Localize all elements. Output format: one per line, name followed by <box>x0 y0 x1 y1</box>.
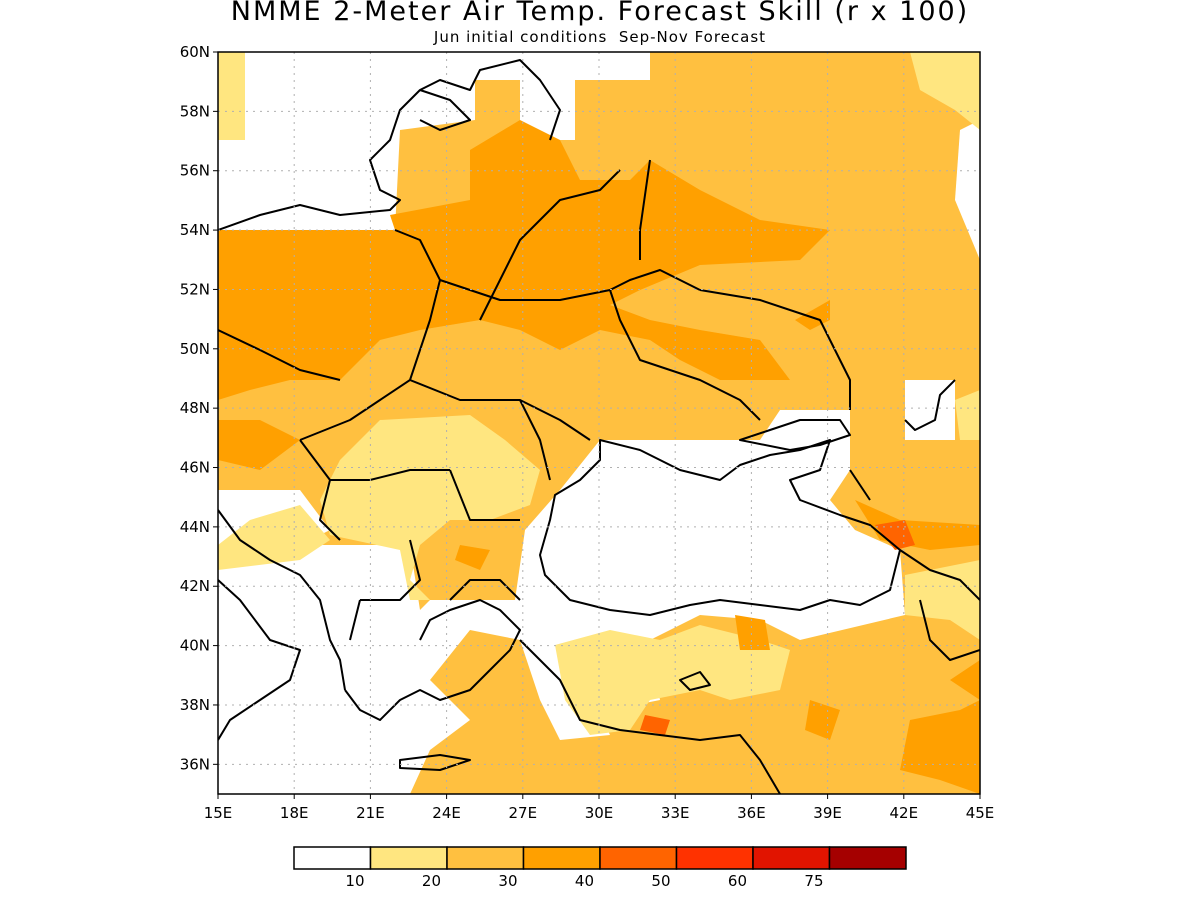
latitude-axis: 60N 58N 56N 54N 52N 50N 48N 46N 44N 42N 40N 38N 36N <box>180 43 218 773</box>
lat-tick-label: 38N <box>180 696 210 714</box>
colorbar-label: 50 <box>651 872 670 890</box>
colorbar-label: 40 <box>575 872 594 890</box>
adriatic-coast <box>218 509 346 691</box>
crete-coast <box>399 754 471 771</box>
lon-tick-label: 33E <box>661 804 690 822</box>
lon-tick-label: 27E <box>509 804 538 822</box>
colorbar-swatch <box>446 846 525 870</box>
lon-tick-label: 18E <box>280 804 309 822</box>
baltic-coast <box>218 59 561 231</box>
colorbar-swatch <box>675 846 754 870</box>
colorbar-swatch <box>522 846 601 870</box>
turkey-south-coast <box>519 639 781 794</box>
lon-tick-label: 30E <box>585 804 614 822</box>
longitude-axis: 15E 18E 21E 24E 27E 30E 33E 36E 39E 42E 45E <box>204 794 995 822</box>
skill-level-40-50 <box>640 520 915 735</box>
lon-tick-label: 15E <box>204 804 233 822</box>
lon-tick-label: 42E <box>890 804 919 822</box>
lon-tick-label: 24E <box>432 804 461 822</box>
lat-tick-label: 56N <box>180 162 210 180</box>
greece-coast <box>344 599 521 721</box>
lon-tick-label: 21E <box>356 804 385 822</box>
colorbar-label: 75 <box>804 872 823 890</box>
lat-tick-label: 54N <box>180 221 210 239</box>
colorbar-swatch <box>293 846 372 870</box>
colorbar-label: 20 <box>422 872 441 890</box>
skill-level-10-20 <box>218 52 980 735</box>
colorbar-label: 10 <box>345 872 364 890</box>
lon-tick-label: 39E <box>813 804 842 822</box>
colorbar-swatch <box>752 846 831 870</box>
cyprus-coast <box>679 671 711 691</box>
lon-tick-label: 36E <box>737 804 766 822</box>
black-sea-coast <box>539 439 901 616</box>
lat-tick-label: 58N <box>180 102 210 120</box>
finland-gulf-coast <box>419 89 471 131</box>
colorbar-swatch <box>599 846 678 870</box>
lat-tick-label: 46N <box>180 459 210 477</box>
colorbar-swatch <box>369 846 448 870</box>
colorbar-labels: 10 20 30 40 50 60 75 <box>345 872 823 890</box>
colorbar <box>293 846 907 870</box>
caspian-coast <box>904 379 956 431</box>
colorbar-label: 30 <box>498 872 517 890</box>
lat-tick-label: 40N <box>180 637 210 655</box>
lat-tick-label: 36N <box>180 755 210 773</box>
colorbar-swatch <box>828 846 907 870</box>
lat-tick-label: 50N <box>180 340 210 358</box>
lat-tick-label: 44N <box>180 518 210 536</box>
lon-tick-label: 45E <box>966 804 995 822</box>
lat-tick-label: 60N <box>180 43 210 61</box>
italy-coast <box>218 579 301 741</box>
lat-tick-label: 48N <box>180 399 210 417</box>
map-title: NMME 2-Meter Air Temp. Forecast Skill (r… <box>230 0 970 27</box>
azov-sea-coast <box>739 419 851 451</box>
map-subtitle: Jun initial conditions Sep-Nov Forecast <box>433 28 767 46</box>
lat-tick-label: 52N <box>180 280 210 298</box>
lat-tick-label: 42N <box>180 577 210 595</box>
colorbar-label: 60 <box>728 872 747 890</box>
